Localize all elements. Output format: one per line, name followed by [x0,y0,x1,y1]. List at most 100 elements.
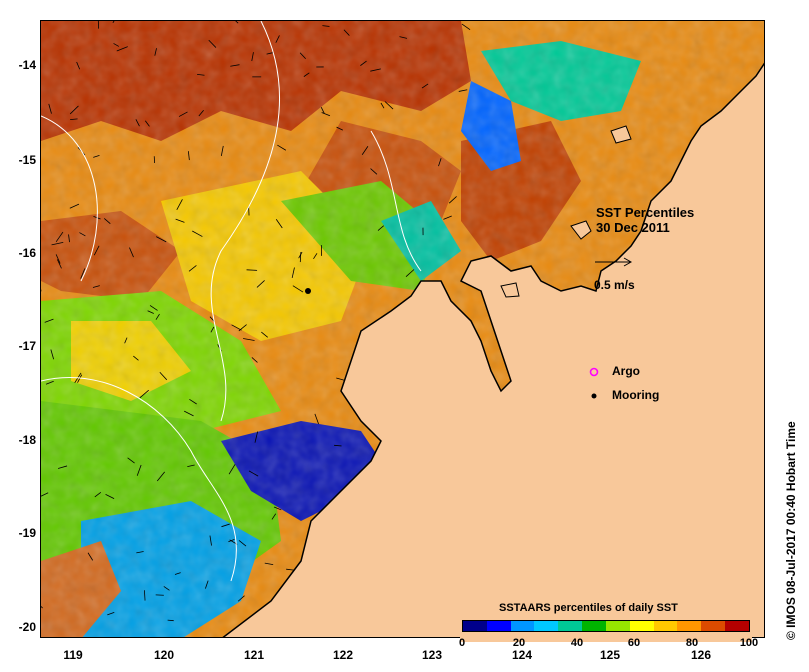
current-vector [127,457,135,464]
mooring-marker [305,288,311,294]
vector-scale-label: 0.5 m/s [594,278,635,292]
current-vector [336,126,343,131]
current-vector [129,247,134,258]
current-vector [321,112,331,117]
current-vector [116,46,128,52]
colorbar-swatch [534,621,559,631]
current-vector [87,552,94,561]
current-vector [298,251,303,259]
legend-argo-label: Argo [612,364,640,378]
current-vector [136,551,144,554]
current-vector [238,324,247,332]
x-tick-label: 125 [599,648,621,662]
current-vector [205,580,209,589]
current-vector [156,471,165,482]
current-vector [55,254,61,264]
current-vector [45,380,54,385]
current-vector [69,105,79,115]
colorbar-swatch [629,621,654,631]
current-vector [41,605,43,609]
colorbar-tick-label: 60 [627,637,641,649]
current-vector [399,36,408,39]
x-tick-label: 122 [332,648,354,662]
y-tick-label: -19 [18,526,36,540]
current-vector [92,285,100,288]
current-vector [458,89,468,92]
island-2 [610,125,632,144]
current-vector [94,492,102,498]
current-vector [159,371,168,381]
current-vector [292,285,304,293]
current-vector [107,611,115,616]
y-tick-label: -15 [18,153,36,167]
current-vector [44,318,54,323]
current-vector [448,196,457,204]
current-vector [174,572,181,575]
map-canvas [41,21,764,637]
current-vector [380,102,385,109]
current-vector [320,107,325,114]
x-tick-label: 121 [243,648,265,662]
colorbar-swatch [558,621,583,631]
current-vector [103,218,111,224]
current-vector [48,103,52,114]
current-vector [271,513,277,520]
mooring-dot-icon [591,393,597,399]
current-vector [144,120,150,127]
map-date: 30 Dec 2011 [596,220,670,235]
current-vector [139,389,149,399]
current-vector [156,236,167,243]
colorbar-swatch [653,621,678,631]
current-vector [299,52,306,60]
current-vector [197,73,205,76]
current-vector [254,431,259,443]
current-vector [266,52,274,55]
current-vector [237,595,245,602]
x-tick-label: 124 [511,648,533,662]
island-3 [500,282,520,298]
current-vector [154,48,157,56]
current-vector [370,68,381,72]
current-vector [209,535,212,546]
current-vector [461,23,471,30]
land-kimberley [222,62,764,637]
contour-line [370,130,422,272]
current-vector [147,310,154,314]
current-vector [251,357,258,363]
current-vector [41,492,49,497]
current-vector [343,29,350,36]
current-vector [136,464,142,476]
current-vector [163,586,170,591]
current-vector [76,61,81,70]
map-title: SST Percentiles [596,205,695,220]
current-vector [275,219,283,229]
current-vector [184,410,194,417]
current-vector [421,83,429,89]
colorbar-swatch [701,621,726,631]
current-vector [361,146,369,155]
current-vector [113,43,120,47]
x-tick-label: 126 [690,648,712,662]
current-vector [273,506,282,511]
colorbar-swatch [463,621,487,631]
current-vector [93,245,100,256]
current-vector [124,337,128,344]
y-tick-label: -16 [18,246,36,260]
y-tick-label: -17 [18,339,36,353]
current-vector [235,21,239,24]
current-vector [220,145,224,157]
x-tick-label: 123 [421,648,443,662]
contour-line [41,115,98,282]
current-vector [144,590,146,601]
current-vector [334,444,342,447]
colorbar-swatch [582,621,606,631]
colorbar-tick-label: 100 [739,637,759,649]
current-vector [175,218,185,223]
current-vector [251,52,254,62]
current-vector [189,398,197,405]
current-vector [77,374,83,383]
colorbar-swatch [486,621,511,631]
current-vector [198,109,204,117]
y-tick-label: -18 [18,433,36,447]
current-vector [246,269,258,271]
